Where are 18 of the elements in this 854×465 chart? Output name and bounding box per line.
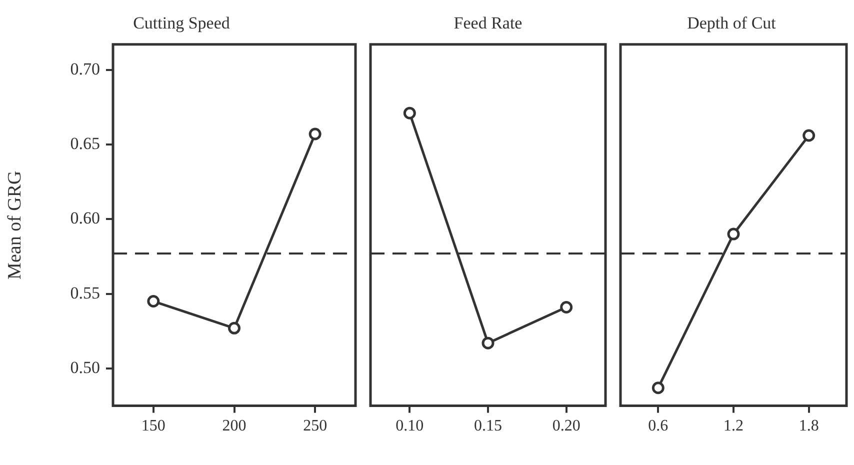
y-tick-label: 0.50 [70,358,100,377]
x-tick-label: 150 [141,418,166,435]
y-tick-label: 0.55 [70,283,100,302]
y-axis-title: Mean of GRG [4,170,26,280]
x-tick-label: 1.2 [724,418,744,435]
chart-title: Cutting Speed [133,14,230,33]
x-tick-label: 0.15 [474,418,502,435]
y-tick-label: 0.65 [70,134,100,153]
x-tick-label: 1.8 [798,418,819,435]
x-tick-label: 0.20 [552,418,580,435]
x-tick-label: 250 [303,418,328,435]
x-tick-label: 200 [222,418,246,435]
chart-title: Depth of Cut [687,14,776,33]
y-tick-label: 0.60 [70,208,100,228]
y-tick-label: 0.70 [70,59,100,78]
chart-title: Feed Rate [454,14,522,33]
x-tick-label: 0.10 [396,418,424,435]
x-tick-label: 0.6 [648,418,668,435]
